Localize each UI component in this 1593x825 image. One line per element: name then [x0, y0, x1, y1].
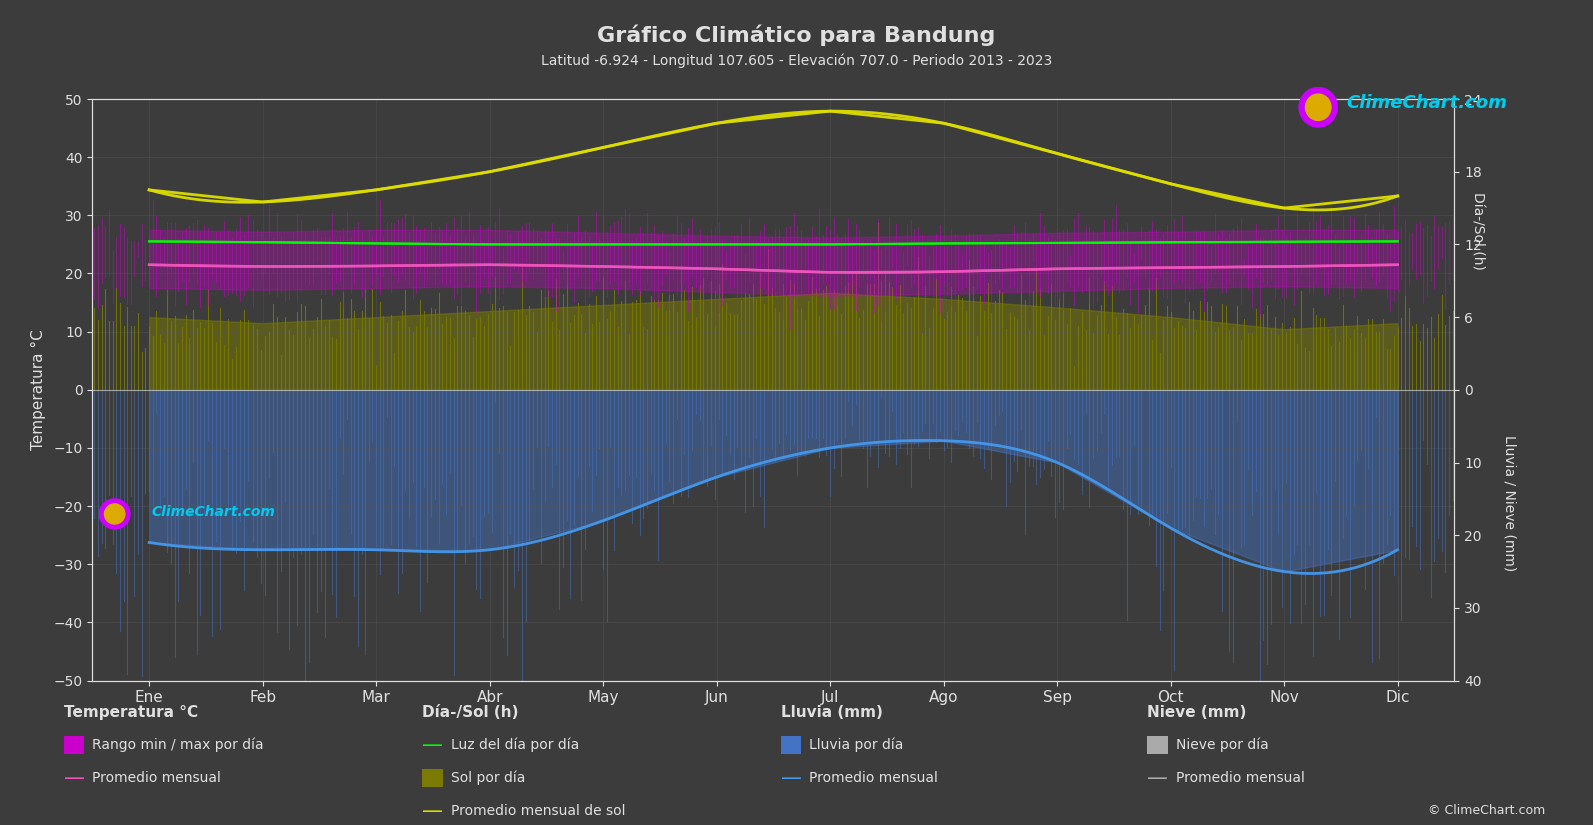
Text: Nieve (mm): Nieve (mm)	[1147, 705, 1246, 720]
Text: Promedio mensual de sol: Promedio mensual de sol	[451, 804, 626, 818]
Text: Luz del día por día: Luz del día por día	[451, 738, 580, 752]
Text: Rango min / max por día: Rango min / max por día	[92, 738, 264, 752]
Text: —: —	[1147, 768, 1168, 788]
Text: Sol por día: Sol por día	[451, 771, 526, 785]
Text: Promedio mensual: Promedio mensual	[1176, 771, 1305, 785]
Text: —: —	[781, 768, 801, 788]
Circle shape	[99, 499, 131, 529]
Text: Lluvia por día: Lluvia por día	[809, 738, 903, 752]
Text: —: —	[422, 801, 443, 821]
Text: —: —	[422, 735, 443, 755]
Circle shape	[105, 504, 124, 524]
Text: Latitud -6.924 - Longitud 107.605 - Elevación 707.0 - Periodo 2013 - 2023: Latitud -6.924 - Longitud 107.605 - Elev…	[542, 54, 1051, 68]
Text: Temperatura °C: Temperatura °C	[64, 705, 198, 720]
Text: © ClimeChart.com: © ClimeChart.com	[1427, 804, 1545, 817]
Text: Promedio mensual: Promedio mensual	[809, 771, 938, 785]
Text: —: —	[64, 768, 84, 788]
Text: ClimeChart.com: ClimeChart.com	[151, 505, 276, 518]
Text: Promedio mensual: Promedio mensual	[92, 771, 221, 785]
Text: Gráfico Climático para Bandung: Gráfico Climático para Bandung	[597, 25, 996, 46]
Circle shape	[1300, 87, 1338, 127]
Text: ClimeChart.com: ClimeChart.com	[1346, 94, 1507, 112]
Text: Día-/Sol (h): Día-/Sol (h)	[1470, 192, 1485, 270]
Y-axis label: Temperatura °C: Temperatura °C	[32, 329, 46, 450]
Text: Día-/Sol (h): Día-/Sol (h)	[422, 705, 519, 720]
Text: Nieve por día: Nieve por día	[1176, 738, 1268, 752]
Text: Lluvia (mm): Lluvia (mm)	[781, 705, 883, 720]
Circle shape	[1306, 94, 1332, 120]
Text: Lluvia / Nieve (mm): Lluvia / Nieve (mm)	[1502, 435, 1517, 572]
